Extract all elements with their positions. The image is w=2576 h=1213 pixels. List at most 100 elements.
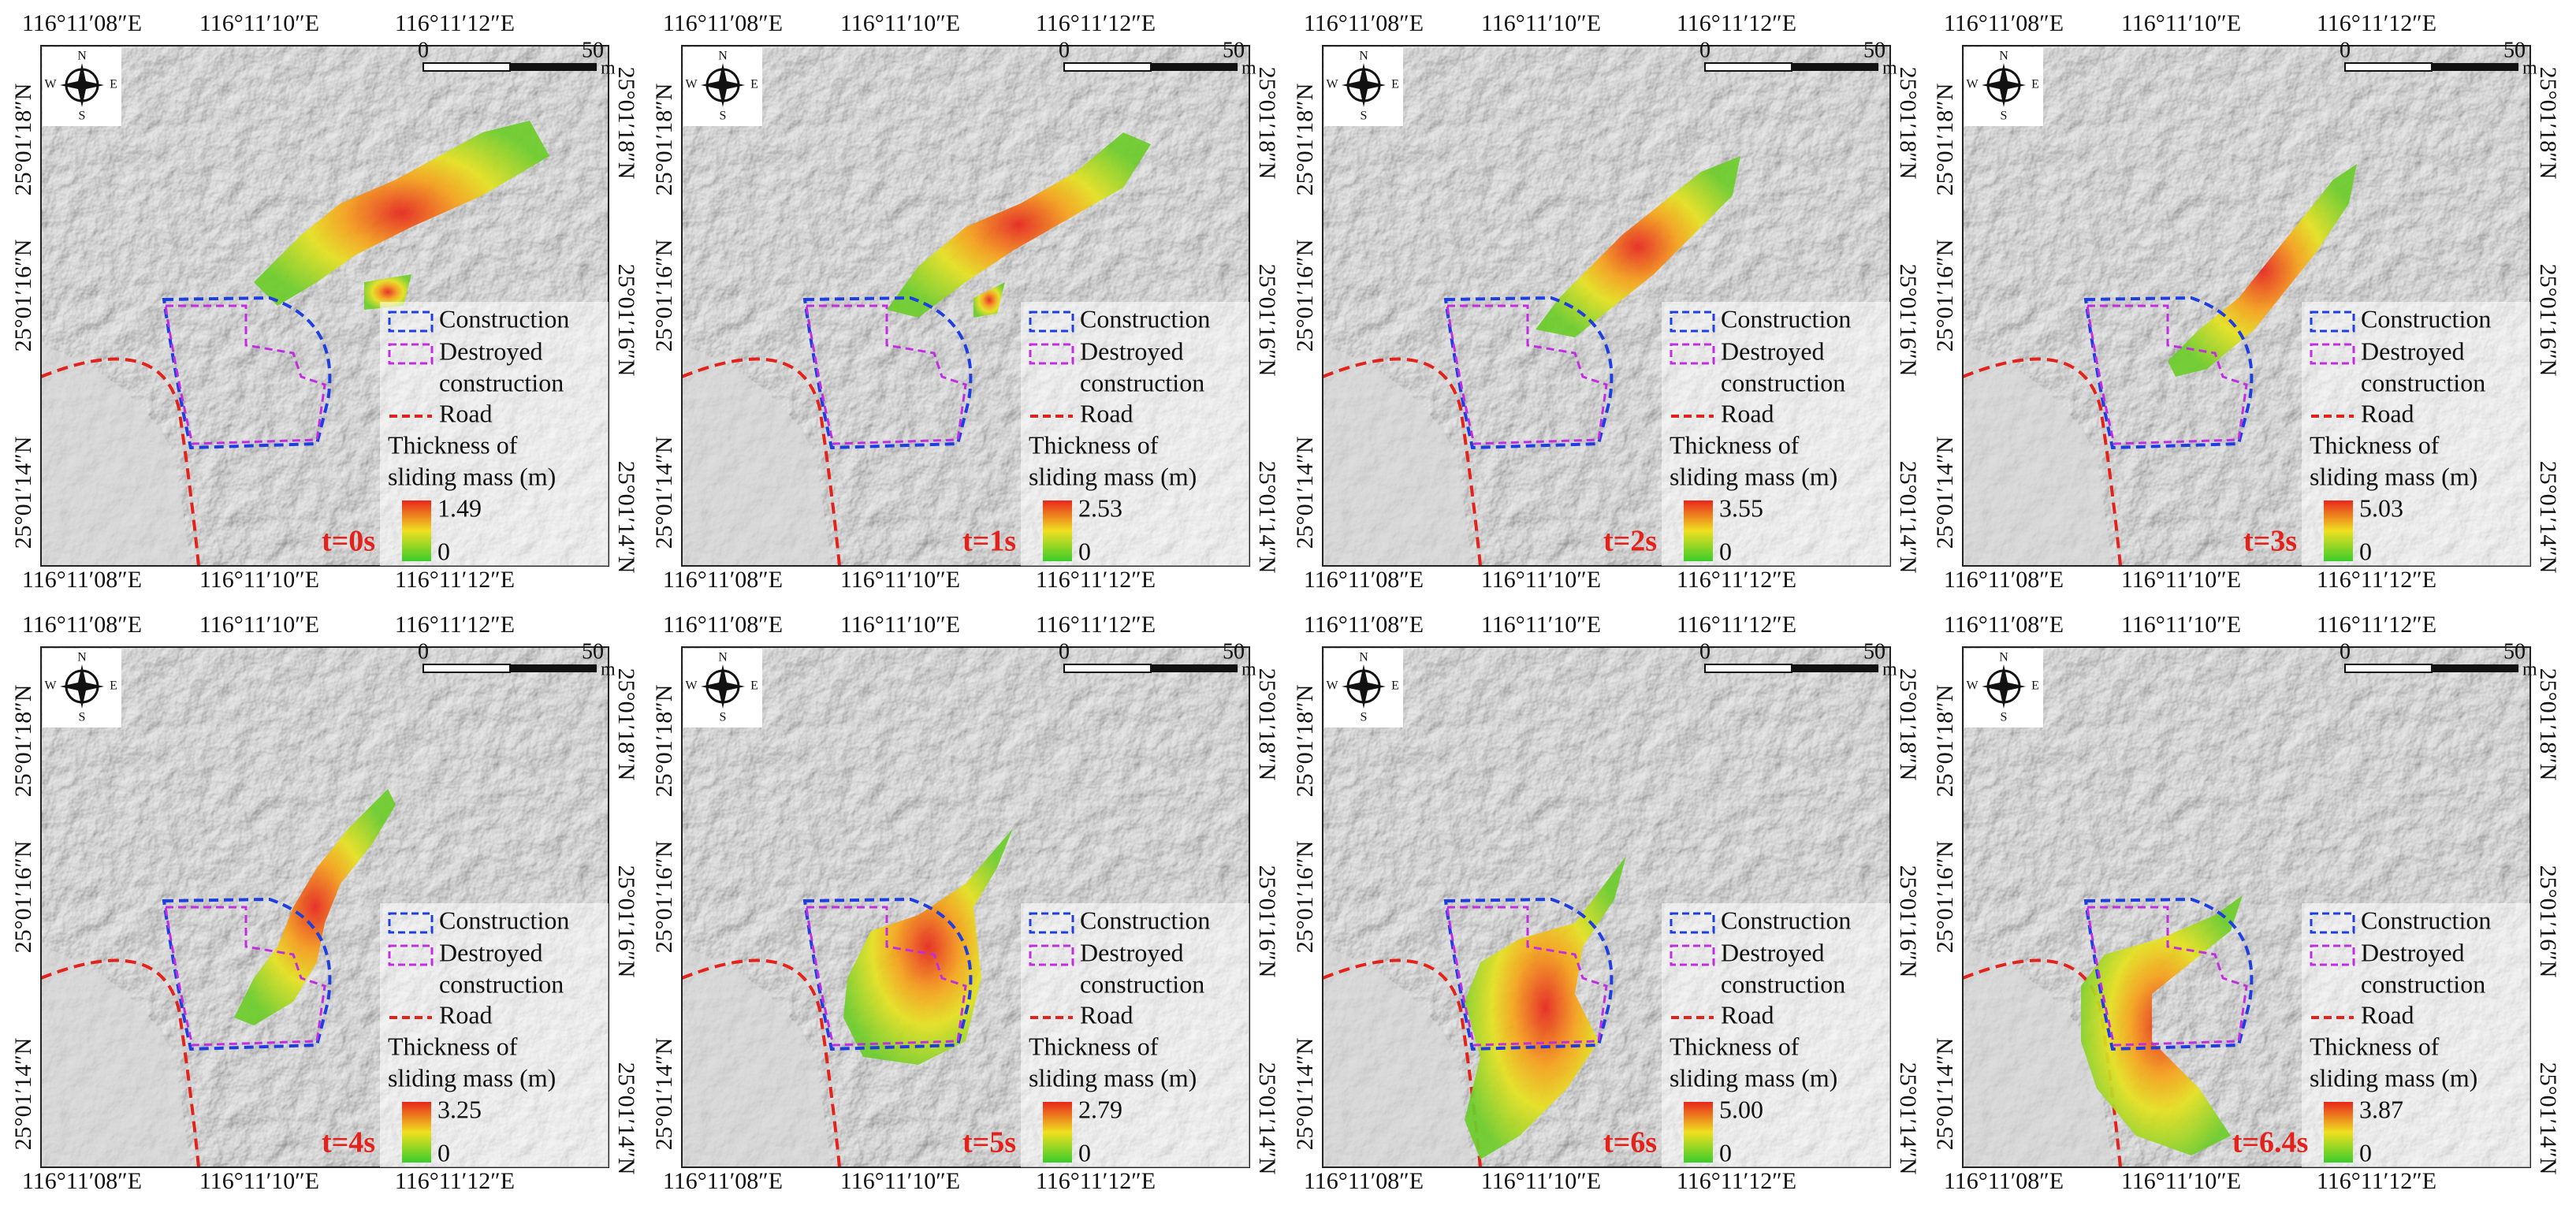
scale-bar-black: [2432, 664, 2518, 672]
longitude-label: 116°11′08″E: [663, 10, 783, 36]
compass-star: [701, 664, 745, 709]
latitude-label: 25°01′18″N: [1254, 67, 1280, 180]
compass-letter: E: [1391, 78, 1399, 91]
legend-title: Thickness of: [2310, 1032, 2440, 1060]
legend-swatch: [1029, 311, 1074, 333]
road: [40, 357, 200, 567]
longitude-label: 116°11′12″E: [1036, 10, 1156, 36]
legend-swatch: [388, 343, 434, 365]
scale-bar-black: [1151, 63, 1238, 71]
destroyed-construction: [805, 906, 967, 1047]
legend-label: Destroyed: [439, 337, 543, 365]
latitude-label: 25°01′18″N: [1292, 685, 1318, 798]
legend-swatch: [388, 311, 434, 333]
latitude-label: 25°01′18″N: [1895, 67, 1921, 180]
longitude-label: 116°11′08″E: [1304, 1168, 1424, 1194]
longitude-label: 116°11′12″E: [395, 1168, 515, 1194]
legend-label: Road: [2361, 399, 2414, 427]
color-bar: [1684, 1102, 1713, 1163]
legend-label: Construction: [439, 304, 569, 333]
longitude-label: 116°11′12″E: [1677, 1168, 1796, 1194]
compass-letter: S: [2001, 110, 2008, 123]
longitude-label: 116°11′12″E: [2317, 567, 2436, 593]
compass-letter: N: [1359, 651, 1368, 664]
construction: [162, 897, 332, 1051]
map-panel: N S W E 0 50m Construction Destroyed constructio…: [1932, 612, 2561, 1194]
compass-letter: W: [1966, 78, 1979, 91]
legend-title: Thickness of: [388, 430, 518, 459]
road: [681, 958, 841, 1168]
longitude-label: 116°11′10″E: [1481, 1168, 1601, 1194]
latitude-label: 25°01′14″N: [1292, 437, 1318, 549]
map-panel: N S W E 0 50m Construction Destroyed constructio…: [651, 10, 1280, 593]
flat-area: [1323, 345, 1472, 566]
legend-label: Road: [2361, 1000, 2414, 1029]
compass-letter: N: [1359, 50, 1368, 63]
color-bar-max: 5.00: [1719, 1095, 1763, 1123]
scale-bar-white: [1704, 664, 1792, 673]
longitude-label: 116°11′08″E: [1304, 612, 1424, 638]
scale-bar-black: [1151, 664, 1238, 672]
color-bar-min: 0: [437, 1138, 450, 1166]
road: [1962, 357, 2122, 567]
longitude-label: 116°11′08″E: [663, 567, 783, 593]
color-bar: [1043, 1102, 1072, 1163]
legend-label: construction: [439, 368, 564, 396]
time-label: t=4s: [322, 1126, 375, 1159]
legend-label: construction: [1080, 368, 1204, 396]
color-bar-max: 5.03: [2359, 493, 2403, 522]
color-bar-max: 1.49: [437, 493, 482, 522]
longitude-label: 116°11′12″E: [1036, 612, 1156, 638]
longitude-label: 116°11′12″E: [2317, 10, 2436, 36]
compass-letter: W: [1326, 679, 1338, 693]
scale-label: 50: [582, 38, 604, 62]
longitude-label: 116°11′12″E: [1677, 567, 1796, 593]
time-label: t=6.4s: [2232, 1126, 2309, 1159]
color-bar-max: 3.25: [437, 1095, 482, 1123]
legend-swatch: [388, 912, 434, 934]
color-bar-min: 0: [1719, 1138, 1732, 1166]
legend-label: Construction: [1080, 304, 1210, 333]
legend-swatch: [388, 944, 434, 966]
flat-area: [1963, 947, 2113, 1167]
latitude-label: 25°01′14″N: [651, 437, 677, 549]
latitude-label: 25°01′14″N: [1895, 1062, 1921, 1175]
color-bar-min: 0: [2359, 537, 2372, 565]
map-panel: N S W E 0 50m Construction Destroyed constructio…: [10, 10, 639, 593]
construction: [1443, 296, 1614, 450]
compass-letter: E: [2031, 679, 2039, 693]
legend-title: Thickness of: [2310, 430, 2440, 459]
compass-letter: E: [2031, 78, 2039, 91]
longitude-label: 116°11′10″E: [840, 567, 960, 593]
construction: [802, 296, 973, 450]
legend-title: sliding mass (m): [1670, 462, 1837, 490]
legend-title: sliding mass (m): [1029, 462, 1197, 490]
legend-label: Destroyed: [2361, 938, 2465, 966]
latitude-label: 25°01′16″N: [613, 865, 639, 978]
legend-label: Destroyed: [2361, 337, 2465, 365]
longitude-label: 116°11′10″E: [840, 612, 960, 638]
map-panel: N S W E 0 50m Construction Destroyed constructio…: [10, 612, 639, 1194]
legend-title: sliding mass (m): [1029, 1063, 1197, 1092]
compass-letter: E: [110, 679, 117, 693]
latitude-label: 25°01′16″N: [2535, 865, 2561, 978]
flat-area: [41, 345, 191, 566]
legend-label: Construction: [2361, 304, 2491, 333]
longitude-label: 116°11′10″E: [840, 10, 960, 36]
scale-unit: m: [2522, 660, 2537, 680]
compass-letter: S: [1361, 711, 1368, 724]
longitude-label: 116°11′08″E: [22, 567, 142, 593]
compass-letter: N: [77, 50, 87, 63]
longitude-label: 116°11′08″E: [663, 1168, 783, 1194]
longitude-label: 116°11′12″E: [1677, 612, 1796, 638]
longitude-label: 116°11′12″E: [2317, 1168, 2436, 1194]
latitude-label: 25°01′16″N: [1932, 841, 1958, 954]
latitude-label: 25°01′16″N: [1895, 264, 1921, 377]
sliding-mass: [973, 282, 1005, 318]
scale-bar-black: [1792, 664, 1878, 672]
legend-swatch: [2310, 311, 2355, 333]
scale-bar-black: [510, 664, 597, 672]
compass-letter: S: [1361, 110, 1368, 123]
compass-letter: E: [110, 78, 117, 91]
color-bar-min: 0: [1078, 1138, 1091, 1166]
